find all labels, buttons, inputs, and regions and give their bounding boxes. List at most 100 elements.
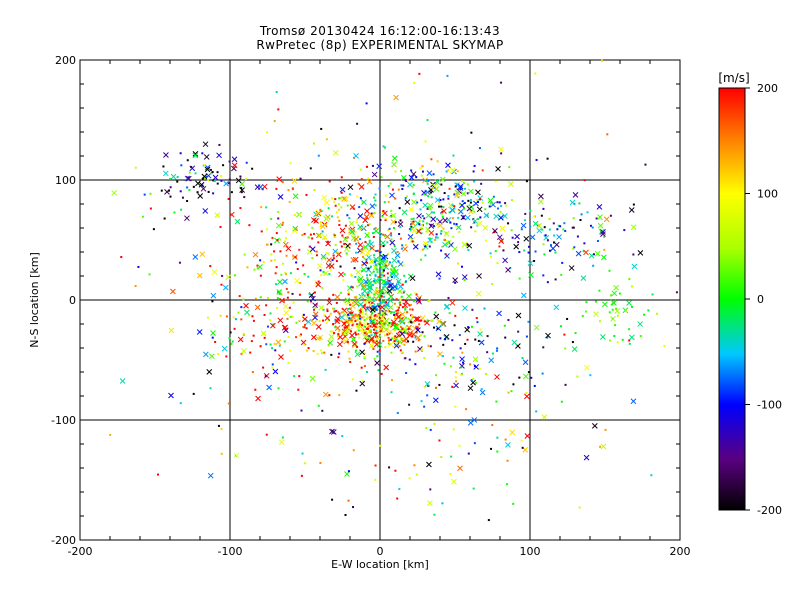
data-point-dot [358,298,361,301]
data-point-dot [254,388,257,391]
data-point-x [379,304,386,311]
data-point-dot [363,325,366,328]
data-point-dot [375,264,378,267]
data-point-dot [277,108,280,111]
data-point-dot [109,433,112,436]
data-point-x [347,229,354,235]
data-point-dot [338,394,341,397]
data-point-dot [583,242,586,245]
data-point-x [235,177,242,184]
data-point-x [376,163,383,170]
data-point-dot [523,249,526,252]
data-point-x [275,222,282,229]
data-point-x [394,252,401,259]
data-point-dot [359,168,362,171]
data-point-dot [430,196,433,199]
data-point-dot [527,320,530,323]
data-point-dot [267,296,270,299]
data-point-dot [415,325,418,328]
data-point-x [393,268,399,275]
data-point-dot [232,316,235,319]
data-point-dot [442,343,445,346]
y-tick-label: -200 [51,534,76,547]
data-point-dot [333,332,336,335]
data-point-dot [390,351,393,354]
data-point-dot [274,349,277,352]
data-point-dot [374,332,377,335]
data-point-dot [370,334,373,337]
data-point-dot [484,239,487,242]
data-point-dot [388,322,391,325]
data-point-dot [341,332,344,335]
data-point-dot [355,389,358,392]
data-point-x [212,174,219,181]
data-point-dot [160,189,163,192]
data-point-dot [388,324,391,327]
data-point-dot [369,329,372,332]
data-point-dot [313,189,316,192]
data-point-dot [343,300,346,303]
data-point-x [487,197,494,204]
data-point-dot [265,228,268,231]
data-point-x [361,199,367,206]
data-point-dot [460,373,463,376]
data-point-dot [411,308,414,311]
data-point-x [365,250,371,257]
data-point-dot [443,192,446,195]
data-point-x [210,330,216,336]
data-point-x [457,183,464,190]
data-point-dot [578,506,581,509]
data-point-dot [441,245,444,248]
data-point-x [313,218,319,224]
data-point-dot [418,219,421,222]
data-point-x [382,283,388,290]
data-point-dot [233,327,236,330]
data-point-dot [388,279,391,282]
data-point-dot [378,353,381,356]
data-point-dot [222,164,225,167]
data-point-dot [220,283,223,286]
data-point-dot [407,328,410,331]
data-point-dot [267,325,270,328]
data-point-x [409,237,416,243]
data-point-dot [466,243,469,246]
data-point-dot [354,349,357,352]
data-point-dot [456,170,459,173]
data-point-dot [400,325,403,328]
data-point-dot [297,388,300,391]
data-point-x [350,257,357,263]
data-point-x [401,209,408,216]
data-point-dot [387,276,390,279]
data-point-dot [251,371,254,374]
data-point-x [600,231,606,237]
data-point-dot [338,352,341,355]
data-point-dot [367,224,370,227]
data-point-dot [331,498,334,501]
data-point-x [494,374,500,380]
data-point-dot [186,200,189,203]
data-point-dot [291,315,294,318]
data-point-dot [254,297,257,300]
data-point-dot [296,267,299,270]
data-point-x [445,162,451,169]
data-point-dot [462,215,465,218]
data-point-dot [458,230,461,233]
data-point-dot [395,309,398,312]
data-point-dot [373,261,376,264]
data-point-dot [397,326,400,329]
data-point-dot [376,355,379,358]
data-point-dot [379,234,382,237]
data-point-dot [230,191,233,194]
data-point-dot [229,331,232,334]
data-point-dot [434,311,437,314]
data-point-dot [287,189,290,192]
data-point-dot [271,236,274,239]
data-point-x [523,235,530,242]
data-point-dot [363,356,366,359]
data-point-dot [421,170,424,173]
data-point-dot [365,332,368,335]
data-point-x [364,305,371,312]
data-point-x [119,378,126,384]
data-point-dot [361,316,364,319]
data-point-x [330,429,337,435]
